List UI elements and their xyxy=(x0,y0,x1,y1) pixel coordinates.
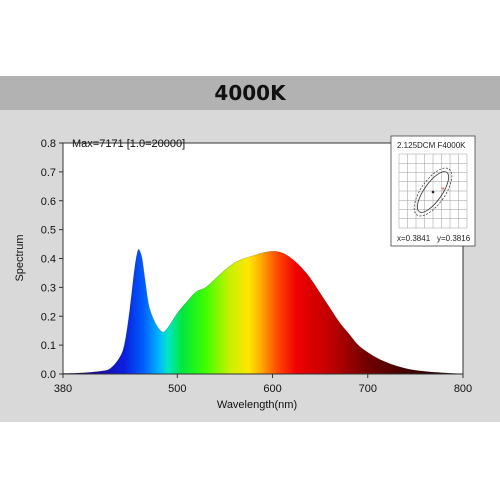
y-tick-label: 0.3 xyxy=(41,282,56,294)
y-tick-label: 0.6 xyxy=(41,196,56,208)
inset-title: 2.125DCM F4000K xyxy=(397,141,466,150)
y-ticks: 0.0 0.1 0.2 0.3 0.4 0.5 0.6 0.7 0.8 xyxy=(41,138,63,381)
inset-measured-point: + xyxy=(441,186,445,193)
chromaticity-inset: 2.125DCM F4000K + x=0.3841 y=0.3816 xyxy=(390,135,476,247)
plot-frame xyxy=(62,142,464,375)
header-title: 4000K xyxy=(214,81,286,105)
y-tick-label: 0.4 xyxy=(41,254,56,266)
x-ticks: 380 500 600 700 800 xyxy=(54,374,472,395)
inset-y-readout: y=0.3816 xyxy=(437,234,471,243)
y-tick-label: 0.7 xyxy=(41,167,56,179)
x-tick-label: 600 xyxy=(263,383,281,395)
inset-center-point xyxy=(431,190,435,194)
y-tick-label: 0.1 xyxy=(41,340,56,352)
inset-outer-ellipse xyxy=(413,167,453,217)
max-annotation: Max=7171 [1.0=20000] xyxy=(72,138,185,150)
chart-header: 4000K xyxy=(0,76,500,110)
x-tick-label: 700 xyxy=(359,383,377,395)
y-tick-label: 0.0 xyxy=(41,369,56,381)
x-tick-label: 800 xyxy=(454,383,472,395)
inset-x-readout: x=0.3841 xyxy=(397,234,431,243)
y-tick-label: 0.2 xyxy=(41,311,56,323)
x-tick-label: 380 xyxy=(54,383,72,395)
inset-inner-ellipse xyxy=(416,171,450,213)
x-axis-label: Wavelength(nm) xyxy=(217,399,297,411)
y-tick-label: 0.8 xyxy=(41,138,56,150)
spectrum-area xyxy=(63,249,463,374)
y-tick-label: 0.5 xyxy=(41,225,56,237)
x-tick-label: 500 xyxy=(168,383,186,395)
y-axis-label: Spectrum xyxy=(14,234,26,281)
spectrum-line xyxy=(62,249,464,375)
